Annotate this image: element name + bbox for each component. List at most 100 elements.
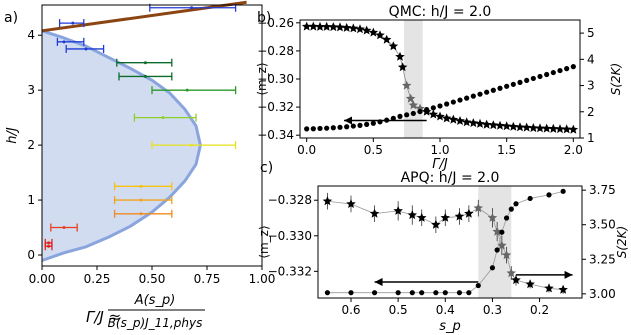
S2K-star xyxy=(487,212,498,222)
mz-dot xyxy=(419,290,425,296)
mz-dot xyxy=(344,124,350,130)
mz-dot xyxy=(337,124,343,130)
y-tick-label: −0.34 xyxy=(257,128,294,142)
mz-dot xyxy=(397,113,403,119)
chart-c: 0.6 0.5 0.4 0.3 0.2 −0.328 −0.330 −0.332 3.75 3.5… xyxy=(257,170,629,334)
S2K-star xyxy=(448,114,459,124)
S2K-star xyxy=(435,111,445,121)
mz-dot xyxy=(508,206,514,212)
chart-title: APQ: h/J = 2.0 xyxy=(401,170,500,186)
mz-dot xyxy=(513,201,519,207)
S2K-star xyxy=(555,124,565,134)
errorbar-point xyxy=(84,47,88,51)
mz-dot xyxy=(550,69,556,76)
S2K-star xyxy=(475,118,485,128)
errorbar-point xyxy=(47,241,51,245)
S2K-star xyxy=(431,219,441,229)
errorbar xyxy=(58,19,85,28)
S2K-star xyxy=(568,124,579,134)
mz-dot xyxy=(517,79,523,85)
S2K-arrow-head xyxy=(564,270,573,279)
mz-dot xyxy=(484,89,490,95)
S2K-star xyxy=(341,22,352,32)
errorbar-point xyxy=(161,116,165,120)
S2K-star xyxy=(397,62,408,72)
mz-dot xyxy=(466,290,472,296)
transition-band xyxy=(478,186,512,298)
S2K-star xyxy=(361,25,372,35)
S2K-star xyxy=(395,51,405,61)
chart-a: 0.00 0.25 0.50 0.75 1.00 0 1 2 3 4 h/J Γ/J ≈ A(s_p) B… xyxy=(5,0,275,330)
mz-dot xyxy=(450,99,456,105)
S2K-star xyxy=(335,22,345,32)
errorbar xyxy=(116,58,173,67)
y-tick-label: −0.26 xyxy=(257,16,294,30)
S2K-star xyxy=(508,121,519,131)
mz-dot xyxy=(570,64,576,70)
mz-dot xyxy=(442,290,448,296)
S2K-star xyxy=(441,113,452,123)
mz-dot xyxy=(444,101,450,107)
S2K-star xyxy=(541,123,552,133)
y-tick-label: −0.28 xyxy=(257,44,294,58)
mz-arrow-head xyxy=(344,116,352,125)
x-tick-label: 1.0 xyxy=(430,143,449,157)
S2K-star xyxy=(440,212,450,222)
errorbar-point xyxy=(185,88,189,92)
S2K-star xyxy=(321,21,332,31)
y-tick-label: −0.328 xyxy=(268,193,312,207)
x-tick-label: 0.50 xyxy=(139,272,166,286)
y-axis-label: ⟨m_z⟩ xyxy=(255,62,269,95)
mz-dot xyxy=(530,75,536,82)
y2-tick-label: 1 xyxy=(587,131,595,145)
x-tick-label: 0.3 xyxy=(483,303,502,317)
mz-dot xyxy=(499,229,505,235)
S2K-star xyxy=(497,240,507,250)
errorbar xyxy=(118,72,173,81)
y2-tick-label: 2 xyxy=(587,105,595,119)
mz-dot xyxy=(350,123,356,129)
y2-tick-label: 5 xyxy=(587,26,595,40)
mz-dot xyxy=(371,290,378,296)
y2-tick-label: 3.25 xyxy=(589,252,616,266)
S2K-star xyxy=(417,212,427,222)
mz-dot xyxy=(364,121,370,127)
y-tick-label: 3 xyxy=(27,83,35,97)
mz-dot xyxy=(395,290,401,296)
S2K-star xyxy=(405,93,416,103)
plot-frame xyxy=(317,185,583,299)
S2K-star xyxy=(381,34,392,44)
mz-dot xyxy=(464,95,470,101)
panel-label-c: c) xyxy=(260,160,273,176)
x-axis-label-lhs: Γ/J ≈ xyxy=(86,308,121,326)
errorbar xyxy=(56,37,85,46)
S2K-star xyxy=(346,199,356,208)
y-tick-label: −0.330 xyxy=(268,229,312,243)
S2K-star xyxy=(511,275,521,285)
S2K-star xyxy=(328,22,339,32)
S2K-star xyxy=(506,268,516,278)
S2K-star xyxy=(401,80,412,90)
errorbar-point xyxy=(143,61,147,65)
y2-tick-label: 3.75 xyxy=(589,183,616,197)
S2K-star xyxy=(415,103,425,113)
S2K-star xyxy=(393,205,403,215)
S2K-star xyxy=(492,226,502,236)
errorbar-point xyxy=(139,184,143,188)
panel-label-a: a) xyxy=(4,10,18,26)
mz-dot xyxy=(304,126,310,132)
x-tick-label: 0.00 xyxy=(29,272,56,286)
y-tick-label: −0.332 xyxy=(268,264,312,278)
y-tick-label: −0.32 xyxy=(257,100,294,114)
x-tick-label: 0.75 xyxy=(194,272,221,286)
chart-b: 0.0 0.5 1.0 1.5 2.0 −0.26 −0.28 −0.30 −0.32 −0.34… xyxy=(255,4,623,172)
S2K-star xyxy=(408,100,419,110)
mz-dot xyxy=(510,81,516,87)
x-tick-label: 1.5 xyxy=(497,143,516,157)
S2K-star xyxy=(315,21,325,31)
S2K-star xyxy=(464,208,474,218)
S2K-star xyxy=(375,30,385,40)
y-tick-label: 1 xyxy=(27,193,35,207)
S2K-star xyxy=(544,283,554,293)
